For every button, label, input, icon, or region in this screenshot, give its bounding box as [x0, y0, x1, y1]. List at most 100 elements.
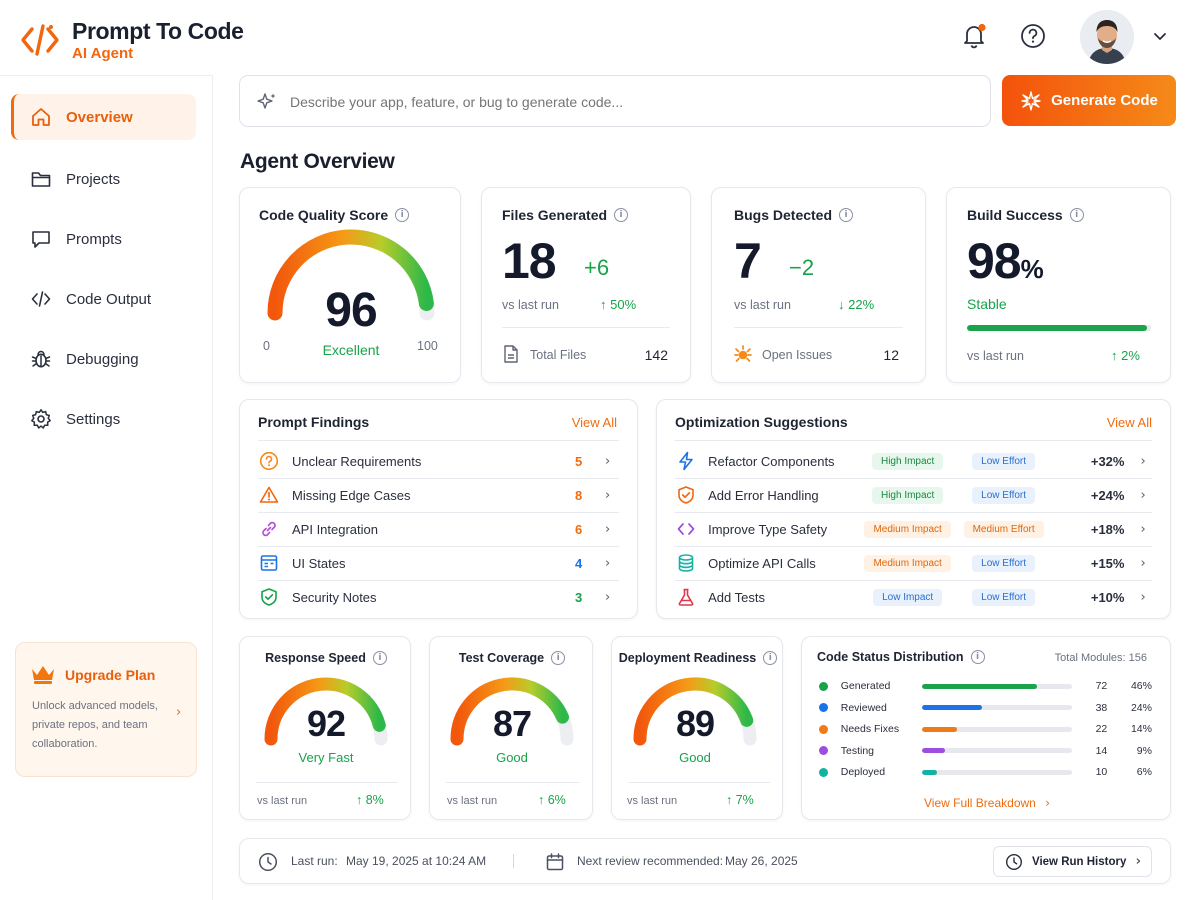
sidebar-item-overview[interactable]: Overview — [11, 94, 196, 140]
sidebar-item-debugging[interactable]: Debugging — [11, 336, 196, 382]
sidebar-item-projects[interactable]: Projects — [11, 156, 196, 202]
divider — [675, 440, 1152, 441]
sidebar-item-label: Settings — [66, 410, 121, 428]
arrow-up-icon: ↑ — [538, 793, 545, 807]
user-avatar[interactable] — [1080, 10, 1134, 64]
sidebar-item-label: Overview — [66, 108, 133, 126]
list-item[interactable]: Refactor Components High Impact Low Effo… — [675, 444, 1152, 478]
list-item[interactable]: Add Error Handling High Impact Low Effor… — [675, 478, 1152, 512]
gain-value: +24% — [1090, 487, 1125, 503]
chevron-right-icon: › — [605, 487, 611, 503]
files-pct-text: 50% — [610, 297, 637, 312]
status-count: 22 — [1095, 723, 1108, 735]
status-bar — [922, 705, 1073, 710]
chevron-down-icon[interactable] — [1152, 30, 1168, 44]
card-title-text: Deployment Readiness — [618, 651, 757, 665]
folder-icon — [30, 168, 52, 190]
crown-icon — [30, 663, 56, 685]
view-run-history-button[interactable]: View Run History › — [993, 846, 1152, 877]
database-icon — [675, 553, 696, 573]
list-item[interactable]: Unclear Requirements 5 › — [258, 444, 619, 478]
coverage-pct: ↑ 6% — [538, 793, 566, 807]
status-count: 10 — [1095, 766, 1108, 778]
impact-badge: Medium Impact — [864, 554, 951, 572]
list-item-count: 5 — [575, 453, 583, 469]
divider — [675, 512, 1152, 513]
bell-icon[interactable] — [960, 22, 988, 50]
info-icon[interactable]: i — [614, 208, 629, 222]
list-item-label: Improve Type Safety — [708, 521, 828, 537]
card-title-text: Code Quality Score — [259, 207, 389, 223]
list-item[interactable]: UI States 4 › — [258, 546, 619, 580]
list-item[interactable]: Optimize API Calls Medium Impact Low Eff… — [675, 546, 1152, 580]
list-item[interactable]: Security Notes 3 › — [258, 580, 619, 614]
chevron-right-icon: › — [1045, 796, 1050, 810]
build-pct: ↑ 2% — [1111, 348, 1140, 363]
list-item-label: API Integration — [292, 521, 378, 537]
sidebar-item-settings[interactable]: Settings — [11, 396, 196, 442]
effort-badge: Medium Effort — [963, 520, 1044, 538]
arrow-down-icon: ↓ — [838, 297, 845, 312]
status-bar — [922, 683, 1073, 689]
footer-separator — [513, 854, 514, 868]
optimization-suggestions-card: Optimization Suggestions View All Refact… — [656, 399, 1171, 619]
divider — [734, 327, 903, 328]
status-bar-fill — [922, 726, 958, 732]
link-icon — [258, 519, 280, 539]
card-title: Test Coverage i — [430, 651, 594, 665]
gauge-fill — [267, 229, 434, 321]
prompt-findings-card: Prompt Findings View All Unclear Require… — [239, 399, 638, 619]
list-item-label: Refactor Components — [708, 453, 835, 469]
chevron-right-icon: › — [605, 589, 611, 605]
info-icon[interactable]: i — [395, 208, 410, 222]
warning-triangle-icon — [258, 485, 280, 505]
list-item[interactable]: Missing Edge Cases 8 › — [258, 478, 619, 512]
info-icon[interactable]: i — [763, 651, 778, 665]
bug-icon — [30, 348, 52, 370]
coverage-value: 87 — [492, 703, 532, 744]
chevron-right-icon: › — [605, 453, 611, 469]
effort-cell: Low Effort — [956, 452, 1052, 470]
list-item[interactable]: API Integration 6 › — [258, 512, 619, 546]
deploy-vs: vs last run — [627, 795, 678, 807]
sidebar-item-prompts[interactable]: Prompts — [11, 216, 196, 262]
view-all-link[interactable]: View All — [1106, 415, 1152, 430]
info-icon[interactable]: i — [970, 650, 985, 664]
suggestions-list: Refactor Components High Impact Low Effo… — [675, 444, 1152, 616]
status-label: Needs Fixes — [840, 723, 900, 735]
divider — [258, 440, 619, 441]
help-icon[interactable] — [1020, 23, 1046, 49]
info-icon[interactable]: i — [551, 651, 566, 665]
view-run-history-label: View Run History — [1032, 855, 1127, 868]
generate-code-button[interactable]: Generate Code — [1002, 75, 1176, 126]
list-item-label: Missing Edge Cases — [292, 487, 411, 503]
flask-icon — [675, 587, 696, 607]
card-title: Prompt Findings — [258, 414, 370, 430]
divider — [258, 512, 619, 513]
speed-label: Very Fast — [298, 750, 354, 765]
lightning-icon — [675, 451, 696, 471]
upgrade-card[interactable]: Upgrade Plan Unlock advanced models, pri… — [15, 642, 197, 777]
list-item[interactable]: Improve Type Safety Medium Impact Medium… — [675, 512, 1152, 546]
view-full-breakdown-link[interactable]: View Full Breakdown › — [802, 796, 1172, 810]
list-item[interactable]: Add Tests Low Impact Low Effort +10% › — [675, 580, 1152, 614]
build-value: 98% — [967, 232, 1044, 290]
card-title: Deployment Readiness i — [612, 651, 784, 665]
list-item-label: Security Notes — [292, 589, 377, 605]
info-icon[interactable]: i — [372, 651, 387, 665]
speed-pct-text: 8% — [365, 793, 384, 807]
files-vs: vs last run — [502, 298, 559, 312]
gear-icon — [30, 408, 52, 430]
speed-pct: ↑ 8% — [356, 793, 384, 807]
files-pct: ↑ 50% — [600, 297, 636, 312]
search-input[interactable] — [290, 89, 970, 115]
bugs-pct-text: 22% — [848, 297, 875, 312]
view-all-link[interactable]: View All — [571, 415, 617, 430]
distribution-row: Deployed 10 6% — [817, 763, 1152, 781]
info-icon[interactable]: i — [839, 208, 854, 222]
sidebar-item-code-output[interactable]: Code Output — [11, 276, 196, 322]
info-icon[interactable]: i — [1069, 208, 1084, 222]
brand-title: Prompt To Code — [72, 18, 244, 44]
search-bar[interactable] — [239, 75, 991, 127]
